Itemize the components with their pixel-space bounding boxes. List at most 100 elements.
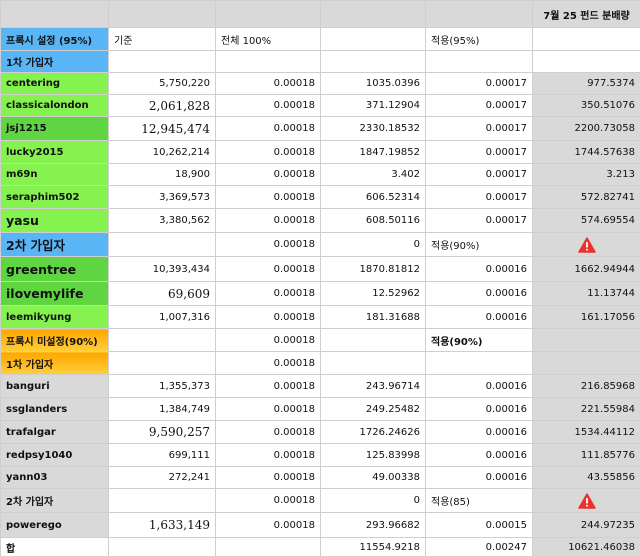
row-label: 합 bbox=[0, 537, 109, 556]
cell: 0.00016 bbox=[425, 420, 533, 444]
cell: 111.85776 bbox=[532, 443, 640, 467]
cell: 3.402 bbox=[320, 163, 426, 186]
row: leemikyung 1,007,316 0.00018 181.31688 0.000… bbox=[0, 305, 640, 329]
cell: 3.213 bbox=[532, 163, 640, 186]
cell bbox=[320, 328, 426, 352]
row-label: 1차 가입자 bbox=[0, 351, 109, 375]
cell: 0.00017 bbox=[425, 140, 533, 164]
row-label: ilovemylife bbox=[0, 281, 109, 306]
cell: 0 bbox=[320, 488, 426, 513]
cell: 0.00018 bbox=[215, 305, 321, 329]
row: 프록시 설정 (95%) 기준 전체 100% 적용(95%) bbox=[0, 27, 640, 51]
cell bbox=[532, 351, 640, 375]
cell: 0.00018 bbox=[215, 72, 321, 95]
cell: 0 bbox=[320, 232, 426, 257]
cell bbox=[532, 50, 640, 73]
row: centering 5,750,220 0.00018 1035.0396 0.0001… bbox=[0, 72, 640, 95]
cell: 0.00016 bbox=[425, 305, 533, 329]
warning-icon bbox=[577, 492, 596, 509]
cell: 574.69554 bbox=[532, 208, 640, 233]
row-label: powerego bbox=[0, 512, 109, 538]
cell: 0.00017 bbox=[425, 208, 533, 233]
cell bbox=[425, 0, 533, 28]
row-label: redpsy1040 bbox=[0, 443, 109, 467]
cell: 1,355,373 bbox=[108, 374, 216, 398]
cell: 272,241 bbox=[108, 466, 216, 489]
row: ssglanders 1,384,749 0.00018 249.25482 0.000… bbox=[0, 397, 640, 421]
cell: 181.31688 bbox=[320, 305, 426, 329]
cell: 11554.9218 bbox=[320, 537, 426, 556]
cell: 0.00016 bbox=[425, 256, 533, 282]
row-label: centering bbox=[0, 72, 109, 95]
cell bbox=[108, 50, 216, 73]
cell: 0.00018 bbox=[215, 281, 321, 306]
row-label: leemikyung bbox=[0, 305, 109, 329]
row-label: 2차 가입자 bbox=[0, 488, 109, 513]
cell: 1744.57638 bbox=[532, 140, 640, 164]
cell: 221.55984 bbox=[532, 397, 640, 421]
cell bbox=[215, 537, 321, 556]
cell: 1,007,316 bbox=[108, 305, 216, 329]
cell: 249.25482 bbox=[320, 397, 426, 421]
cell: 1534.44112 bbox=[532, 420, 640, 444]
cell: 350.51076 bbox=[532, 94, 640, 117]
cell: 0.00247 bbox=[425, 537, 533, 556]
row: 1차 가입자 bbox=[0, 50, 640, 73]
row-label: classicalondon bbox=[0, 94, 109, 117]
cell bbox=[425, 50, 533, 73]
cell: 0.00015 bbox=[425, 512, 533, 538]
cell: 0.00016 bbox=[425, 443, 533, 467]
cell: 12,945,474 bbox=[108, 116, 216, 141]
cell: 371.12904 bbox=[320, 94, 426, 117]
row-label: yasu bbox=[0, 208, 109, 233]
cell: 10,262,214 bbox=[108, 140, 216, 164]
row: 2차 가입자 0.00018 0 적용(90%) bbox=[0, 232, 640, 257]
row-label: banguri bbox=[0, 374, 109, 398]
cell bbox=[108, 0, 216, 28]
row: 합 11554.9218 0.00247 10621.46038 bbox=[0, 537, 640, 556]
cell: 0.00018 bbox=[215, 256, 321, 282]
row-label: m69n bbox=[0, 163, 109, 186]
cell bbox=[532, 27, 640, 51]
row: 2차 가입자 0.00018 0 적용(85) bbox=[0, 488, 640, 513]
cell: 1662.94944 bbox=[532, 256, 640, 282]
cell: 244.97235 bbox=[532, 512, 640, 538]
cell bbox=[532, 488, 640, 513]
cell: 0.00018 bbox=[215, 140, 321, 164]
cell: 적용(95%) bbox=[425, 27, 533, 51]
cell: 0.00016 bbox=[425, 374, 533, 398]
row-label: 프록시 설정 (95%) bbox=[0, 27, 109, 51]
cell: 0.00016 bbox=[425, 281, 533, 306]
row-label: lucky2015 bbox=[0, 140, 109, 164]
row: m69n 18,900 0.00018 3.402 0.00017 3.213 bbox=[0, 163, 640, 186]
cell: 572.82741 bbox=[532, 185, 640, 209]
cell bbox=[320, 27, 426, 51]
row: classicalondon 2,061,828 0.00018 371.12904 0… bbox=[0, 94, 640, 117]
cell: 적용(85) bbox=[425, 488, 533, 513]
row-label: ssglanders bbox=[0, 397, 109, 421]
cell: 적용(90%) bbox=[425, 328, 533, 352]
row: 프록시 미설정(90%) 0.00018 적용(90%) bbox=[0, 328, 640, 352]
row-label: greentree bbox=[0, 256, 109, 282]
cell bbox=[108, 488, 216, 513]
row: powerego 1,633,149 0.00018 293.96682 0.00015… bbox=[0, 512, 640, 538]
cell: 1726.24626 bbox=[320, 420, 426, 444]
cell: 0.00018 bbox=[215, 488, 321, 513]
cell: 1,384,749 bbox=[108, 397, 216, 421]
cell: 전체 100% bbox=[215, 27, 321, 51]
cell: 1847.19852 bbox=[320, 140, 426, 164]
cell: 3,369,573 bbox=[108, 185, 216, 209]
row: greentree 10,393,434 0.00018 1870.81812 0.00… bbox=[0, 256, 640, 282]
row: ilovemylife 69,609 0.00018 12.52962 0.00016 1… bbox=[0, 281, 640, 306]
cell: 1870.81812 bbox=[320, 256, 426, 282]
cell: 1,633,149 bbox=[108, 512, 216, 538]
cell bbox=[108, 232, 216, 257]
cell bbox=[108, 328, 216, 352]
cell: 2330.18532 bbox=[320, 116, 426, 141]
row: yann03 272,241 0.00018 49.00338 0.00016 43.55… bbox=[0, 466, 640, 489]
cell: 0.00017 bbox=[425, 163, 533, 186]
cell: 0.00018 bbox=[215, 374, 321, 398]
